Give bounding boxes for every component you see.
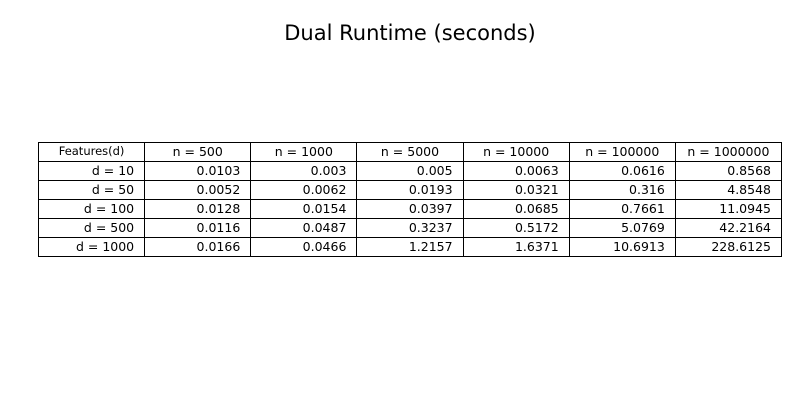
table-cell: 0.0062 <box>250 180 358 200</box>
column-header: n = 100000 <box>568 142 676 162</box>
table-cell: 1.6371 <box>462 237 570 257</box>
table-cell: 0.0052 <box>144 180 252 200</box>
row-label: d = 10 <box>37 161 146 181</box>
column-header: n = 1000 <box>250 142 358 162</box>
table-cell: 0.0166 <box>144 237 252 257</box>
table-cell: 0.0397 <box>356 199 464 219</box>
table-cell: 0.0487 <box>250 218 358 238</box>
column-header: n = 1000000 <box>674 142 783 162</box>
table-cell: 0.7661 <box>568 199 676 219</box>
column-header: n = 500 <box>144 142 252 162</box>
table-cell: 10.6913 <box>568 237 676 257</box>
row-label: d = 100 <box>37 199 146 219</box>
row-label: d = 1000 <box>37 237 146 257</box>
column-header: n = 5000 <box>356 142 464 162</box>
runtime-table: Features(d) n = 500 n = 1000 n = 5000 n … <box>37 142 783 257</box>
table-cell: 0.0128 <box>144 199 252 219</box>
table-row: d = 50 0.0052 0.0062 0.0193 0.0321 0.316… <box>37 180 783 200</box>
table-cell: 5.0769 <box>568 218 676 238</box>
table-cell: 0.0321 <box>462 180 570 200</box>
table-cell: 4.8548 <box>674 180 783 200</box>
table-row: d = 500 0.0116 0.0487 0.3237 0.5172 5.07… <box>37 218 783 238</box>
table-cell: 0.316 <box>568 180 676 200</box>
table-row: d = 1000 0.0166 0.0466 1.2157 1.6371 10.… <box>37 237 783 257</box>
table-cell: 11.0945 <box>674 199 783 219</box>
table-cell: 0.0616 <box>568 161 676 181</box>
table-cell: 0.0685 <box>462 199 570 219</box>
table-cell: 0.3237 <box>356 218 464 238</box>
table-cell: 0.0103 <box>144 161 252 181</box>
table-row: d = 100 0.0128 0.0154 0.0397 0.0685 0.76… <box>37 199 783 219</box>
header-row: Features(d) n = 500 n = 1000 n = 5000 n … <box>37 142 783 162</box>
table-cell: 0.8568 <box>674 161 783 181</box>
column-header: n = 10000 <box>462 142 570 162</box>
table-cell: 0.5172 <box>462 218 570 238</box>
row-label: d = 500 <box>37 218 146 238</box>
table-cell: 0.0193 <box>356 180 464 200</box>
row-label: d = 50 <box>37 180 146 200</box>
table-cell: 0.0116 <box>144 218 252 238</box>
table-cell: 0.0063 <box>462 161 570 181</box>
table-cell: 0.0466 <box>250 237 358 257</box>
row-header-label: Features(d) <box>37 142 146 162</box>
chart-title: Dual Runtime (seconds) <box>284 21 536 45</box>
table-cell: 42.2164 <box>674 218 783 238</box>
table-cell: 0.003 <box>250 161 358 181</box>
table-cell: 0.0154 <box>250 199 358 219</box>
table-cell: 1.2157 <box>356 237 464 257</box>
table-cell: 0.005 <box>356 161 464 181</box>
table-cell: 228.6125 <box>674 237 783 257</box>
table-row: d = 10 0.0103 0.003 0.005 0.0063 0.0616 … <box>37 161 783 181</box>
